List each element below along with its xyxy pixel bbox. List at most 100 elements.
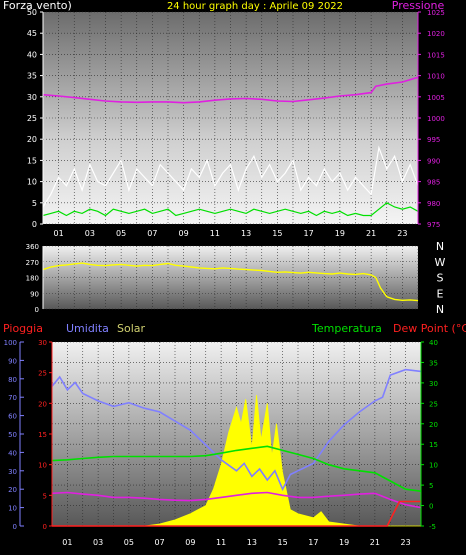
pressure-tick-label: 1010 xyxy=(427,73,445,81)
hour-tick-label: 09 xyxy=(185,538,195,547)
wind-tick-label: 25 xyxy=(27,114,37,123)
humidity-tick-label: 40 xyxy=(8,449,17,457)
humidity-tick-label: 100 xyxy=(4,339,17,347)
solar-label: Solar xyxy=(117,322,146,335)
hour-tick-label: 03 xyxy=(85,229,95,238)
rain-tick-label: 20 xyxy=(38,400,47,408)
series-temperatura xyxy=(51,445,422,492)
pressure-tick-label: 1000 xyxy=(427,115,445,123)
temperature-label: Temperatura xyxy=(311,322,382,335)
hour-tick-label: 07 xyxy=(147,229,157,238)
wind-tick-label: 10 xyxy=(27,178,37,187)
humidity-tick-label: 90 xyxy=(8,357,17,365)
series-vento-medio xyxy=(42,202,419,217)
series-solar xyxy=(52,395,421,527)
pressure-tick-label: 1020 xyxy=(427,30,445,38)
temperature-tick-label: 15 xyxy=(429,441,438,449)
hour-tick-label: 05 xyxy=(116,229,126,238)
wind-tick-label: 45 xyxy=(27,29,37,38)
series-direction xyxy=(42,262,419,302)
series-dew-point xyxy=(51,491,422,509)
compass-label: N xyxy=(436,303,444,316)
pressure-tick-label: 980 xyxy=(427,200,440,208)
humidity-tick-label: 60 xyxy=(8,413,17,421)
temperature-tick-label: 35 xyxy=(429,359,438,367)
rain-tick-label: 30 xyxy=(38,339,47,347)
hour-tick-label: 17 xyxy=(304,229,314,238)
direction-tick-label: 90 xyxy=(30,290,39,298)
wind-tick-label: 40 xyxy=(27,50,37,59)
hour-tick-label: 19 xyxy=(335,229,345,238)
graph-title: 24 hour graph day : Aprile 09 2022 xyxy=(167,1,343,12)
humidity-tick-label: 20 xyxy=(8,486,17,494)
hour-tick-label: 23 xyxy=(401,538,411,547)
wind-tick-label: 20 xyxy=(27,135,37,144)
temperature-tick-label: 0 xyxy=(429,503,433,511)
temperature-tick-label: 10 xyxy=(429,462,438,470)
pressure-tick-label: 985 xyxy=(427,179,440,187)
wind-tick-label: 0 xyxy=(32,220,37,229)
hour-tick-label: 11 xyxy=(210,229,220,238)
humidity-tick-label: 80 xyxy=(8,376,17,384)
pressure-tick-label: 1025 xyxy=(427,9,445,17)
wind-tick-label: 5 xyxy=(32,199,37,208)
wind-tick-label: 50 xyxy=(27,8,37,17)
hour-tick-label: 21 xyxy=(370,538,380,547)
rain-tick-label: 10 xyxy=(38,462,47,470)
humidity-tick-label: 70 xyxy=(8,394,17,402)
pressure-axis-label: Pressione xyxy=(392,0,445,12)
temperature-tick-label: 5 xyxy=(429,482,433,490)
hour-tick-label: 01 xyxy=(54,229,64,238)
wind-tick-label: 35 xyxy=(27,72,37,81)
hour-tick-label: 09 xyxy=(179,229,189,238)
direction-tick-label: 270 xyxy=(26,259,39,267)
pressure-tick-label: 990 xyxy=(427,157,440,165)
direction-tick-label: 180 xyxy=(26,275,39,283)
hour-tick-label: 03 xyxy=(93,538,103,547)
hour-tick-label: 07 xyxy=(155,538,165,547)
compass-label: E xyxy=(437,287,444,300)
temperature-tick-label: 30 xyxy=(429,380,438,388)
wind-axis-label: Forza vento) xyxy=(3,0,72,12)
dewpoint-label: Dew Point (°C) xyxy=(393,322,466,335)
pressure-tick-label: 975 xyxy=(427,221,440,229)
hour-tick-label: 11 xyxy=(216,538,226,547)
rain-label: Pioggia xyxy=(3,322,43,335)
compass-label: S xyxy=(437,272,444,285)
temperature-tick-label: 40 xyxy=(429,339,438,347)
temperature-tick-label: 25 xyxy=(429,400,438,408)
hour-tick-label: 13 xyxy=(247,538,257,547)
series-pressione xyxy=(42,76,419,104)
temperature-tick-label: 20 xyxy=(429,421,438,429)
series-pioggia xyxy=(52,500,421,527)
rain-tick-label: 0 xyxy=(43,523,47,531)
pressure-tick-label: 1015 xyxy=(427,51,445,59)
rain-tick-label: 25 xyxy=(38,370,47,378)
humidity-label: Umidita xyxy=(66,322,109,335)
direction-tick-label: 0 xyxy=(35,306,39,314)
hour-tick-label: 17 xyxy=(308,538,318,547)
compass-label: N xyxy=(436,240,444,253)
hour-tick-label: 15 xyxy=(272,229,282,238)
humidity-tick-label: 10 xyxy=(8,505,17,513)
wind-tick-label: 15 xyxy=(27,156,37,165)
humidity-tick-label: 0 xyxy=(13,523,17,531)
humidity-tick-label: 30 xyxy=(8,468,17,476)
hour-tick-label: 01 xyxy=(62,538,72,547)
series-raffica xyxy=(42,145,419,208)
hour-tick-label: 05 xyxy=(124,538,134,547)
wind-tick-label: 30 xyxy=(27,93,37,102)
hour-tick-label: 21 xyxy=(366,229,376,238)
pressure-tick-label: 1005 xyxy=(427,94,445,102)
rain-tick-label: 5 xyxy=(43,492,47,500)
hour-tick-label: 19 xyxy=(339,538,349,547)
hour-tick-label: 13 xyxy=(241,229,251,238)
rain-tick-label: 15 xyxy=(38,431,47,439)
temperature-tick-label: -5 xyxy=(429,523,436,531)
hour-tick-label: 23 xyxy=(397,229,407,238)
humidity-tick-label: 50 xyxy=(8,431,17,439)
